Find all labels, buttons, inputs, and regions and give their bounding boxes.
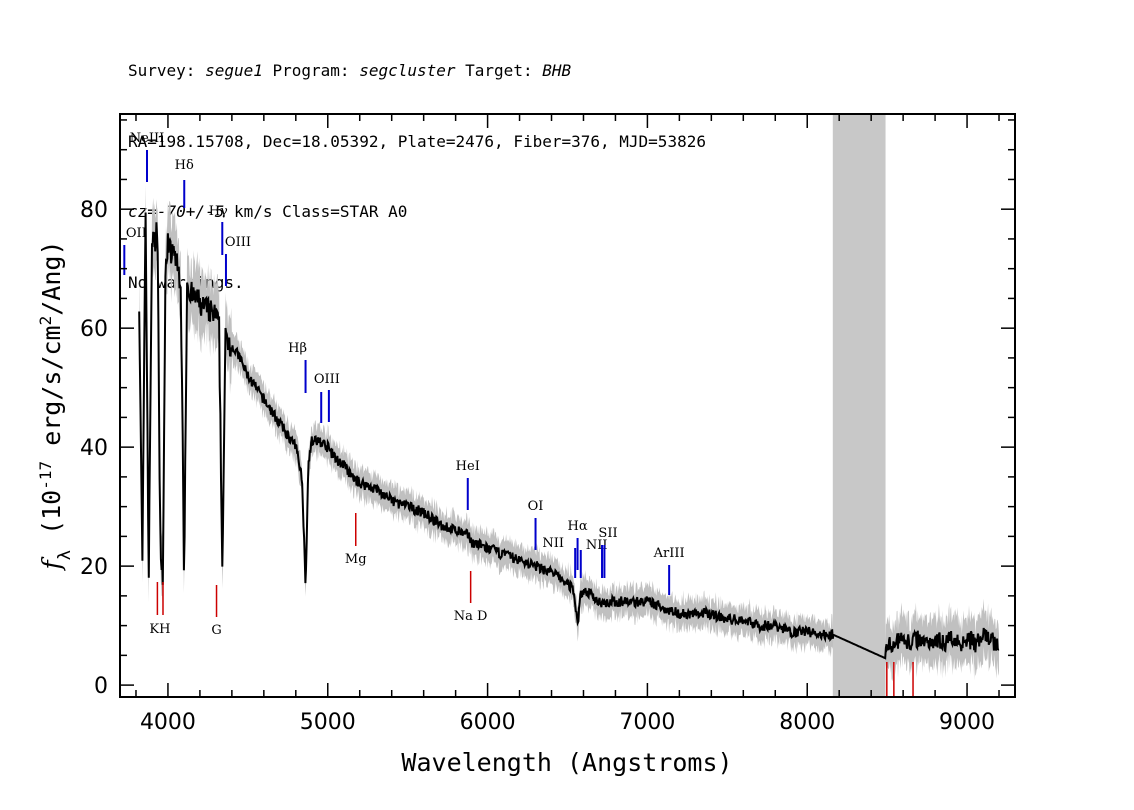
- plot-frame: [119, 113, 1016, 698]
- flux-line: [138, 212, 1000, 660]
- x-tick-label: 5000: [300, 710, 356, 735]
- x-axis-title: Wavelength (Angstroms): [401, 748, 732, 777]
- x-tick-label: 9000: [939, 710, 995, 735]
- y-axis: 0 20 40 60 80: [80, 119, 1015, 699]
- y-tick-label: 20: [80, 555, 108, 580]
- x-tick-label: 7000: [619, 710, 675, 735]
- flux-line-group: [138, 212, 1000, 660]
- y-tick-label: 80: [80, 198, 108, 223]
- emission-line-label: Hα: [568, 519, 588, 534]
- emission-line-label: OI: [528, 499, 544, 514]
- masked-region: [832, 114, 886, 697]
- y-tick-label: 40: [80, 436, 108, 461]
- header-line-coordinates: RA=198.15708, Dec=18.05392, Plate=2476, …: [128, 131, 706, 151]
- spectrum-header: Survey: segue1 Program: segcluster Targe…: [128, 12, 706, 318]
- y-axis-title: fλ (10-17 erg/s/cm2/Ang): [36, 240, 76, 571]
- spectral-lines-group: OIINeIIIHδHγOIIIHβOIIIHeIOINIIHαNIISIIAr…: [123, 131, 914, 697]
- emission-line-label: OIII: [225, 235, 251, 250]
- y-tick-label: 0: [94, 674, 108, 699]
- absorption-line-label: G: [211, 623, 221, 638]
- emission-line-label: Hγ: [209, 204, 228, 219]
- emission-line-label: ArIII: [653, 546, 685, 561]
- emission-line-label: HeI: [456, 459, 480, 474]
- y-tick-label: 60: [80, 317, 108, 342]
- emission-line-label: Hβ: [288, 341, 307, 356]
- emission-line-label: NeIII: [130, 131, 164, 146]
- x-axis: 4000 5000 6000 7000 8000 9000: [135, 114, 1000, 735]
- emission-line-label: Hδ: [175, 158, 194, 173]
- absorption-line-label: Mg: [345, 552, 367, 567]
- emission-line-label: NII: [542, 536, 564, 551]
- emission-line-label: OII: [126, 226, 147, 241]
- emission-line-label: SII: [598, 526, 617, 541]
- absorption-line-label: Na D: [454, 609, 488, 624]
- emission-line-label: OIII: [314, 372, 340, 387]
- x-tick-label: 4000: [140, 710, 196, 735]
- header-line-survey: Survey: segue1 Program: segcluster Targe…: [128, 61, 572, 80]
- x-tick-label: 6000: [460, 710, 516, 735]
- x-tick-label: 8000: [779, 710, 835, 735]
- absorption-line-label: KH: [149, 622, 170, 637]
